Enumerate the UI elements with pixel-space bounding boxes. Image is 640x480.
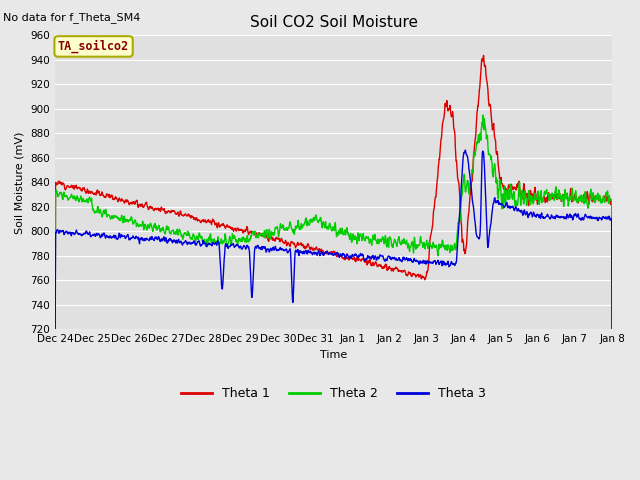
X-axis label: Time: Time bbox=[320, 350, 348, 360]
Legend: Theta 1, Theta 2, Theta 3: Theta 1, Theta 2, Theta 3 bbox=[176, 383, 491, 406]
Text: TA_soilco2: TA_soilco2 bbox=[58, 40, 129, 53]
Y-axis label: Soil Moisture (mV): Soil Moisture (mV) bbox=[15, 131, 25, 234]
Text: No data for f_Theta_SM4: No data for f_Theta_SM4 bbox=[3, 12, 141, 23]
Title: Soil CO2 Soil Moisture: Soil CO2 Soil Moisture bbox=[250, 15, 418, 30]
